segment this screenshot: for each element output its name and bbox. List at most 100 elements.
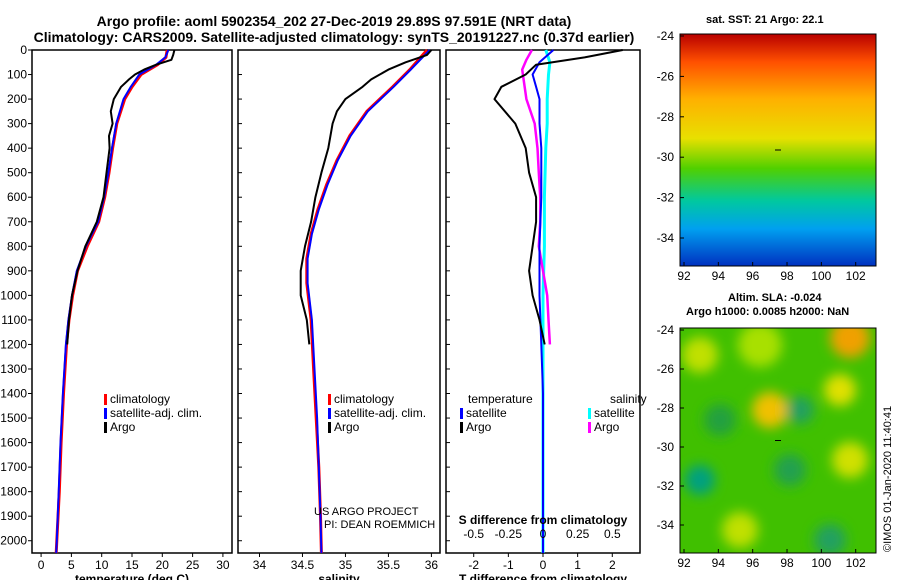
series-line-sal-satellite xyxy=(306,49,431,554)
map-ytick-label: -32 xyxy=(657,191,675,205)
legend-item-diff-sal: Argo xyxy=(594,420,620,434)
legend-item-diff-temp: satellite xyxy=(466,406,507,420)
legend-swatch xyxy=(104,422,107,433)
xtick-label-differences: 1 xyxy=(574,558,581,572)
xtick-top-label: 0.25 xyxy=(566,527,590,541)
series-line-temp-argo xyxy=(66,49,176,345)
ytick-label: 1900 xyxy=(0,509,27,523)
legend-swatch xyxy=(328,394,331,405)
ytick-label: 1300 xyxy=(0,362,27,376)
series-line-temp-satellite xyxy=(55,49,170,554)
ytick-label: 1700 xyxy=(0,460,27,474)
xtick-label-differences: 0 xyxy=(540,558,547,572)
map-ytick-label: -30 xyxy=(657,440,675,454)
xtick-label-salinity: 34.5 xyxy=(291,558,315,572)
xlabel-differences: T difference from climatology xyxy=(459,572,627,580)
map-xtick-label: 102 xyxy=(846,556,866,570)
map-xtick-label: 96 xyxy=(746,269,760,283)
map-xtick-label: 94 xyxy=(712,269,726,283)
map-xtick-label: 102 xyxy=(846,269,866,283)
ytick-label: 100 xyxy=(7,68,27,82)
ytick-label: 1000 xyxy=(0,288,27,302)
map-xtick-label: 92 xyxy=(677,269,691,283)
map-ytick-label: -34 xyxy=(657,231,675,245)
map-ytick-label: -26 xyxy=(657,69,675,83)
legend-item-sal: satellite-adj. clim. xyxy=(334,406,426,420)
xtick-label-salinity: 35 xyxy=(339,558,353,572)
sla-map xyxy=(679,327,877,554)
xtick-top-label: -0.5 xyxy=(463,527,484,541)
panel-frame-salinity xyxy=(237,49,441,554)
ytick-label: 800 xyxy=(7,239,27,253)
plot-title-line1: Argo profile: aoml 5902354_202 27-Dec-20… xyxy=(96,13,572,29)
ytick-label: 1200 xyxy=(0,337,27,351)
map-ytick-label: -24 xyxy=(657,323,675,337)
xtick-label-salinity: 35.5 xyxy=(377,558,401,572)
xtick-label-differences: 2 xyxy=(609,558,616,572)
xtick-top-label: 0.5 xyxy=(604,527,621,541)
legend-item-diff-temp: Argo xyxy=(466,420,492,434)
series-line-diff-sal-argo xyxy=(520,49,552,345)
ytick-label: 1600 xyxy=(0,436,27,450)
map-xtick-label: 98 xyxy=(780,269,794,283)
legend-swatch xyxy=(328,408,331,419)
ytick-label: 300 xyxy=(7,117,27,131)
sla-map-title: Altim. SLA: -0.024 xyxy=(728,292,822,304)
xtick-top-label: -0.25 xyxy=(495,527,523,541)
legend-item-temp: satellite-adj. clim. xyxy=(110,406,202,420)
map-ytick-label: -32 xyxy=(657,479,675,493)
xtick-label-salinity: 34 xyxy=(253,558,267,572)
map-ytick-label: -28 xyxy=(657,401,675,415)
legend-swatch xyxy=(460,408,463,419)
xtick-label-temperature: 15 xyxy=(125,558,139,572)
ytick-label: 0 xyxy=(20,43,27,57)
ytick-label: 1500 xyxy=(0,411,27,425)
map-xtick-label: 100 xyxy=(811,269,831,283)
series-line-diff-temp-argo xyxy=(493,49,623,345)
series-line-diff-temp-satellite xyxy=(531,49,555,553)
imos-stamp: ©IMOS 01-Jan-2020 11:40:41 xyxy=(882,405,894,552)
legend-item-sal: climatology xyxy=(334,392,394,406)
legend-title-salinity: salinity xyxy=(610,392,647,406)
map-ytick-label: -26 xyxy=(657,362,675,376)
sst-map-title: sat. SST: 21 Argo: 22.1 xyxy=(706,14,824,26)
ytick-label: 700 xyxy=(7,215,27,229)
map-ytick-label: -30 xyxy=(657,150,675,164)
xtick-label-differences: -2 xyxy=(468,558,479,572)
ytick-label: 1100 xyxy=(1,313,27,327)
legend-swatch xyxy=(588,422,591,433)
legend-swatch xyxy=(104,408,107,419)
panel-frame-temperature xyxy=(31,49,233,554)
map-xtick-label: 98 xyxy=(780,556,794,570)
sla-map-subtitle: Argo h1000: 0.0085 h2000: NaN xyxy=(686,306,850,318)
map-xtick-label: 94 xyxy=(712,556,726,570)
xtick-label-temperature: 30 xyxy=(216,558,230,572)
ytick-label: 1800 xyxy=(0,485,27,499)
ytick-label: 200 xyxy=(7,92,27,106)
ytick-label: 500 xyxy=(7,166,27,180)
map-ytick-label: -24 xyxy=(657,29,675,43)
xtick-label-temperature: 0 xyxy=(38,558,45,572)
credit-line2: PI: DEAN ROEMMICH xyxy=(324,519,436,531)
legend-item-temp: Argo xyxy=(110,420,136,434)
xtick-label-temperature: 5 xyxy=(68,558,75,572)
map-xtick-label: 92 xyxy=(677,556,691,570)
ytick-label: 2000 xyxy=(0,534,27,548)
legend-swatch xyxy=(104,394,107,405)
xlabel-top-diff: S difference from climatology xyxy=(459,513,628,527)
credit-line1: US ARGO PROJECT xyxy=(314,506,419,518)
legend-swatch xyxy=(328,422,331,433)
ytick-label: 900 xyxy=(7,264,27,278)
legend-item-diff-sal: satellite xyxy=(594,406,635,420)
legend-swatch xyxy=(460,422,463,433)
xlabel-temperature: temperature (deg C) xyxy=(75,572,189,580)
ytick-label: 600 xyxy=(7,190,27,204)
legend-item-sal: Argo xyxy=(334,420,360,434)
plot-title-line2: Climatology: CARS2009. Satellite-adjuste… xyxy=(33,29,635,45)
map-xtick-label: 100 xyxy=(811,556,831,570)
series-line-sal-argo xyxy=(299,49,433,345)
xtick-label-salinity: 36 xyxy=(425,558,439,572)
ytick-label: 400 xyxy=(7,141,27,155)
xlabel-salinity: salinity xyxy=(318,572,360,580)
